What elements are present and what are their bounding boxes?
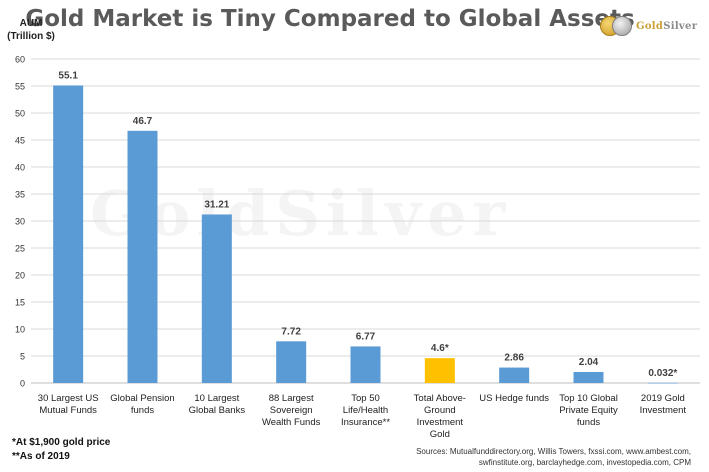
y-axis-ticks: 0 5 10 15 20 25 30 35 40 45 50 55 60: [15, 55, 25, 389]
x-tick-label: Mutual Funds: [39, 405, 97, 416]
y-axis-label-line1: AUM: [19, 18, 43, 29]
x-tick-label: Life/Health: [343, 405, 388, 416]
y-tick-label: 35: [15, 190, 25, 200]
data-label: 4.6*: [431, 343, 449, 354]
y-tick-label: 0: [20, 379, 25, 389]
sources-line1: Sources: Mutualfunddirectory.org, Willis…: [416, 447, 691, 456]
data-labels: 55.1 46.7 31.21 7.72 6.77 4.6* 2.86 2.04 0.032*: [58, 70, 677, 378]
logo-wordmark-silver: Silver: [663, 20, 698, 32]
logo-wordmark-gold: Gold: [636, 20, 664, 32]
x-tick-label: 88 Largest: [269, 393, 314, 404]
x-tick-label: Global Pension: [110, 393, 174, 404]
silver-coin-icon: [612, 16, 632, 36]
y-tick-label: 5: [20, 352, 25, 362]
sources: Sources: Mutualfunddirectory.org, Willis…: [271, 446, 691, 468]
y-axis-label-line2: (Trillion $): [7, 31, 55, 42]
y-tick-label: 15: [15, 298, 25, 308]
x-tick-label: Gold: [430, 429, 450, 440]
data-label: 2.04: [579, 357, 599, 368]
data-label: 0.032*: [648, 368, 677, 379]
bar: [127, 130, 158, 383]
x-tick-label: 10 Largest: [194, 393, 239, 404]
logo-wordmark: GoldSilver: [636, 21, 697, 32]
sources-line2: swfinstitute.org, barclayhedge.com, inve…: [478, 458, 691, 467]
y-tick-label: 20: [15, 271, 25, 281]
data-label: 31.21: [204, 199, 229, 210]
y-tick-label: 55: [15, 82, 25, 92]
x-tick-label: US Hedge funds: [479, 393, 549, 404]
bar: [201, 214, 232, 383]
footnote-as-of-2019: **As of 2019: [12, 451, 70, 462]
x-tick-label: Insurance**: [341, 417, 390, 428]
bar: [53, 85, 84, 384]
y-tick-label: 50: [15, 109, 25, 119]
goldsilver-logo: GoldSilver: [600, 13, 697, 39]
bar: [573, 371, 604, 383]
bar: [647, 382, 678, 384]
x-tick-label: Sovereign: [270, 405, 313, 416]
y-tick-label: 45: [15, 136, 25, 146]
y-tick-label: 60: [15, 55, 25, 65]
x-tick-label: Global Banks: [189, 405, 246, 416]
y-axis-label: AUM (Trillion $): [6, 17, 56, 43]
x-tick-label: funds: [577, 417, 600, 428]
x-tick-label: 30 Largest US: [38, 393, 99, 404]
bar: [350, 346, 381, 383]
bar: [499, 367, 530, 383]
x-tick-label: Top 50: [351, 393, 380, 404]
x-tick-label: Investment: [417, 417, 464, 428]
y-tick-label: 30: [15, 217, 25, 227]
bar: [276, 341, 307, 383]
x-tick-label: Wealth Funds: [262, 417, 321, 428]
data-label: 2.86: [504, 353, 524, 364]
watermark: GoldSilver: [90, 177, 511, 250]
y-tick-label: 10: [15, 325, 25, 335]
data-label: 46.7: [133, 116, 153, 127]
y-tick-label: 40: [15, 163, 25, 173]
x-tick-label: Private Equity: [559, 405, 618, 416]
y-tick-label: 25: [15, 244, 25, 254]
x-tick-label: Investment: [640, 405, 687, 416]
chart-title: Gold Market is Tiny Compared to Global A…: [25, 6, 635, 32]
bar: [424, 358, 455, 383]
x-tick-label: Total Above-: [414, 393, 466, 404]
x-tick-label: Top 10 Global: [559, 393, 618, 404]
data-label: 6.77: [356, 331, 376, 342]
footnote-gold-price: *At $1,900 gold price: [12, 437, 111, 448]
data-label: 55.1: [58, 70, 78, 81]
bars: [53, 85, 678, 384]
x-tick-label: 2019 Gold: [641, 393, 685, 404]
data-label: 7.72: [281, 326, 301, 337]
x-tick-label: funds: [131, 405, 154, 416]
x-tick-label: Ground: [424, 405, 456, 416]
